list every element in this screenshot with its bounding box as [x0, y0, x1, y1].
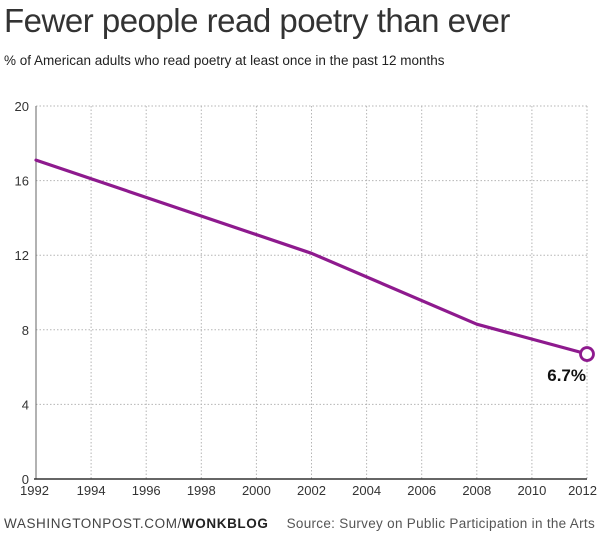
chart-title: Fewer people read poetry than ever: [4, 2, 510, 39]
footer-blog: WONKBLOG: [181, 516, 269, 531]
y-tick-label: 0: [22, 472, 29, 487]
y-tick-label: 12: [15, 248, 29, 263]
x-tick-label: 2004: [352, 483, 381, 498]
axis-layer: 0 4 8 12 16 20 1992 1994 1996 1998 2000 2002 2004 200…: [15, 99, 597, 498]
x-tick-label: 2012: [568, 483, 597, 498]
series-layer: [34, 158, 595, 362]
series-line: [34, 158, 589, 356]
x-tick-label: 1994: [77, 483, 106, 498]
end-value-label: 6.7%: [547, 366, 586, 385]
x-tick-label: 2010: [517, 483, 546, 498]
end-point-marker: [579, 346, 595, 362]
x-tick-label: 2008: [462, 483, 491, 498]
chart-subtitle: % of American adults who read poetry at …: [4, 53, 445, 68]
y-tick-label: 16: [15, 174, 29, 189]
x-tick-label: 1992: [20, 483, 49, 498]
footer-source: Source: Survey on Public Participation i…: [286, 516, 595, 531]
label-layer: 6.7%: [547, 366, 586, 385]
x-tick-label: 2006: [407, 483, 436, 498]
x-tick-label: 2002: [297, 483, 326, 498]
line-chart: 0 4 8 12 16 20 1992 1994 1996 1998 2000 2002 2004 200…: [15, 99, 597, 498]
footer-site: WASHINGTONPOST.COM/: [4, 516, 182, 531]
y-tick-label: 4: [22, 397, 29, 412]
y-tick-label: 8: [22, 323, 29, 338]
y-tick-label: 20: [15, 99, 29, 114]
x-tick-label: 1996: [132, 483, 161, 498]
x-tick-label: 2000: [242, 483, 271, 498]
grid-layer: [36, 105, 588, 479]
footer-brand: WASHINGTONPOST.COM/WONKBLOG: [4, 516, 268, 531]
x-tick-label: 1998: [187, 483, 216, 498]
